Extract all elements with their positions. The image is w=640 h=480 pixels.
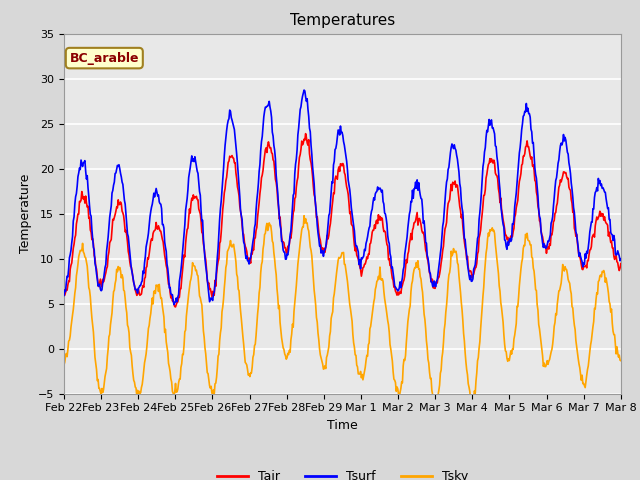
Legend: Tair, Tsurf, Tsky: Tair, Tsurf, Tsky [212, 465, 473, 480]
Tair [428, 276, 436, 282]
Tsky [428, 375, 435, 381]
Tsurf [127, 266, 135, 272]
Tsurf [60, 293, 68, 299]
Tsky [127, 352, 135, 358]
Tsky [411, 264, 419, 270]
Tair [185, 216, 193, 221]
Tsky [617, 358, 625, 363]
Tsurf [617, 256, 625, 262]
Tsurf [214, 245, 222, 251]
Tsurf [412, 179, 419, 185]
Tair [412, 218, 419, 224]
Tsky [60, 362, 68, 368]
Text: BC_arable: BC_arable [70, 51, 139, 65]
Tsky [214, 365, 221, 371]
Tsurf [428, 279, 436, 285]
X-axis label: Time: Time [327, 419, 358, 432]
Tsurf [300, 87, 308, 93]
Y-axis label: Temperature: Temperature [19, 174, 33, 253]
Tsky [300, 213, 308, 218]
Tair [617, 261, 625, 266]
Tair [60, 287, 68, 293]
Tair [70, 241, 78, 247]
Line: Tair: Tair [64, 133, 621, 307]
Tsky [433, 403, 441, 409]
Tsurf [170, 302, 178, 308]
Tair [127, 264, 135, 270]
Tsurf [185, 175, 193, 180]
Title: Temperatures: Temperatures [290, 13, 395, 28]
Line: Tsurf: Tsurf [64, 90, 621, 305]
Tair [172, 304, 179, 310]
Tair [214, 259, 222, 264]
Tsky [70, 299, 78, 305]
Tsurf [70, 214, 78, 220]
Tsky [184, 299, 192, 304]
Line: Tsky: Tsky [64, 216, 621, 406]
Tair [302, 131, 310, 136]
